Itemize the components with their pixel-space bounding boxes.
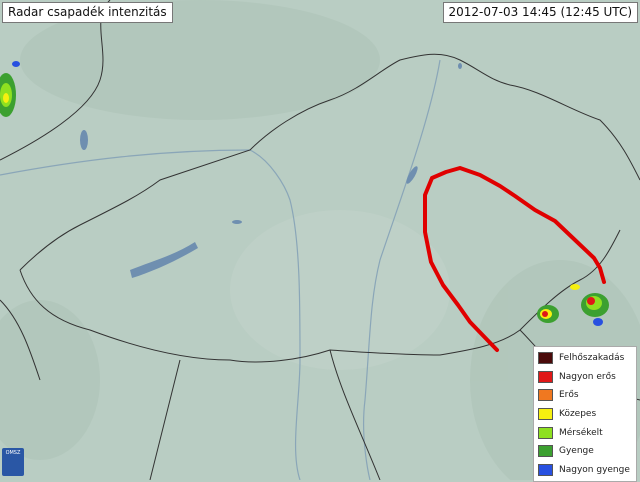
legend-label: Gyenge	[559, 446, 594, 457]
legend-item: Mérsékelt	[534, 423, 636, 442]
legend-swatch	[538, 463, 553, 476]
lakes	[80, 63, 462, 278]
legend-item: Erős	[534, 386, 636, 405]
legend-swatch	[538, 352, 553, 365]
legend-swatch	[538, 426, 553, 439]
legend-item: Gyenge	[534, 442, 636, 461]
legend-label: Erős	[559, 390, 579, 401]
legend-item: Felhőszakadás	[534, 349, 636, 368]
map-title: Radar csapadék intenzitás	[2, 2, 173, 23]
legend-item: Nagyon gyenge	[534, 461, 636, 480]
radar-echoes	[0, 61, 609, 326]
legend-swatch	[538, 389, 553, 402]
legend-label: Felhőszakadás	[559, 353, 625, 364]
legend-item: Közepes	[534, 405, 636, 424]
legend-item: Nagyon erős	[534, 368, 636, 387]
legend-label: Közepes	[559, 409, 597, 420]
legend-swatch	[538, 445, 553, 458]
omsz-logo: OMSZ	[2, 448, 24, 476]
storm-front-line	[423, 166, 606, 352]
legend-label: Nagyon gyenge	[559, 464, 630, 475]
legend-swatch	[538, 370, 553, 383]
legend-label: Mérsékelt	[559, 427, 603, 438]
legend-label: Nagyon erős	[559, 371, 616, 382]
timestamp: 2012-07-03 14:45 (12:45 UTC)	[442, 2, 638, 23]
logo-text: OMSZ	[5, 450, 21, 456]
legend-swatch	[538, 408, 553, 421]
legend: Felhőszakadás Nagyon erős Erős Közepes M…	[533, 346, 637, 482]
